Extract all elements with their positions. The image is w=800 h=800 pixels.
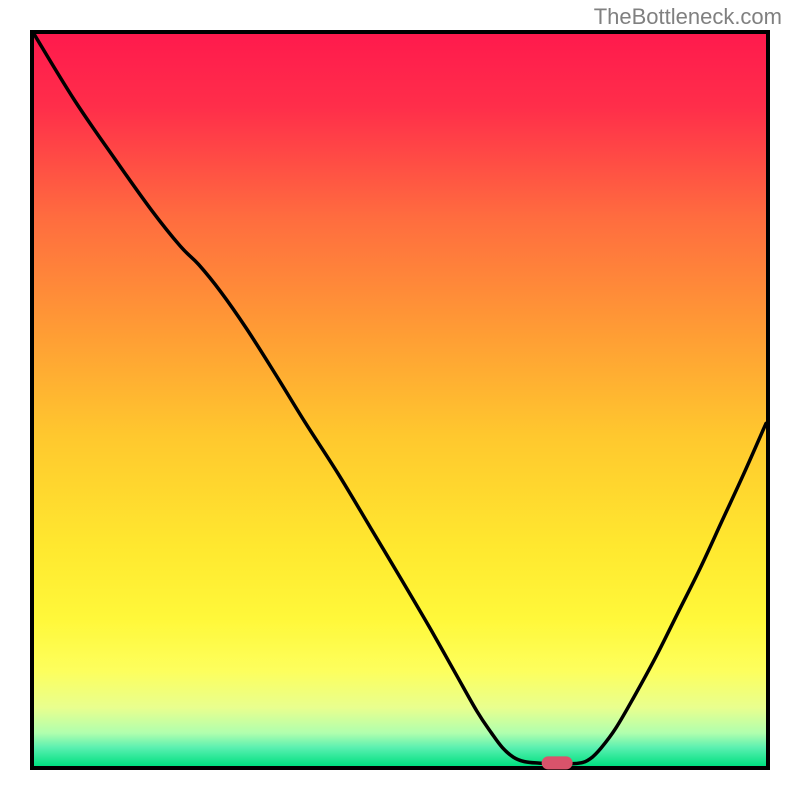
- chart-curve: [34, 34, 766, 766]
- chart-frame: [30, 30, 770, 770]
- optimal-point-marker: [542, 756, 573, 769]
- watermark-text: TheBottleneck.com: [594, 4, 782, 30]
